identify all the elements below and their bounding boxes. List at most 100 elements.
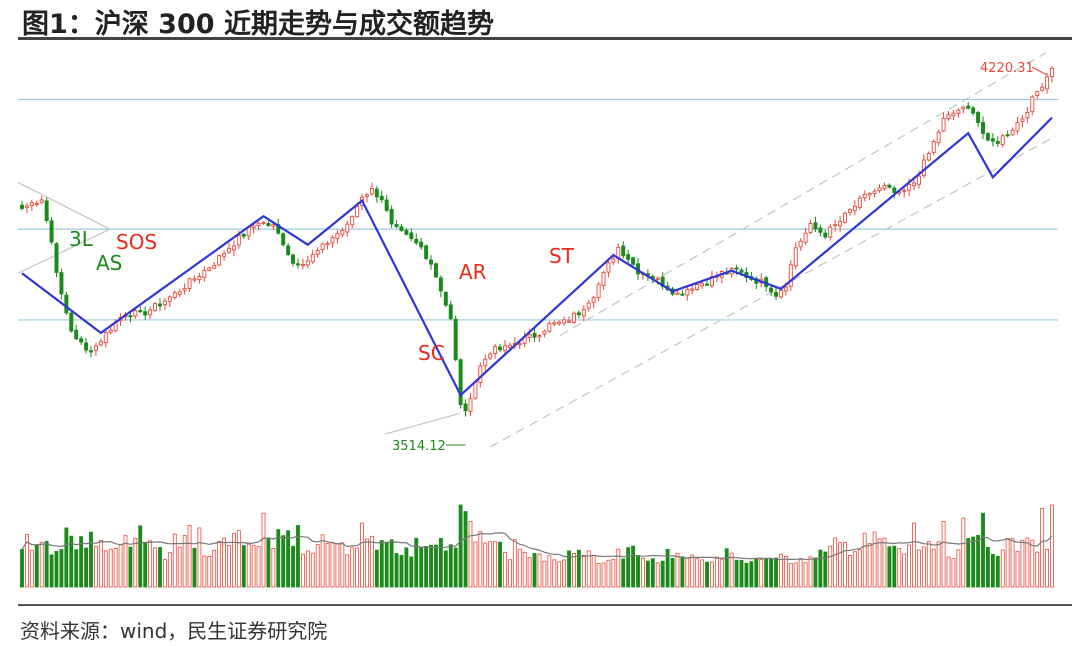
volume-bar xyxy=(246,542,251,588)
volume-bar xyxy=(389,539,394,588)
volume-bar xyxy=(325,543,330,588)
volume-bar xyxy=(759,559,764,588)
candle-body xyxy=(98,341,103,346)
candle-body xyxy=(241,233,246,237)
candle-body xyxy=(409,232,414,240)
volume-bar xyxy=(971,536,976,588)
volume-bar xyxy=(714,556,719,588)
triangle-guide-upper xyxy=(18,181,111,230)
volume-bar xyxy=(335,543,340,588)
volume-bar xyxy=(345,554,350,588)
candle-body xyxy=(345,223,350,233)
candle-body xyxy=(606,262,611,273)
volume-bar xyxy=(39,541,44,588)
volume-bar xyxy=(981,512,985,588)
volume-bar xyxy=(365,538,369,588)
volume-bar xyxy=(586,550,591,588)
volume-bar xyxy=(384,541,389,588)
volume-bar xyxy=(857,549,862,588)
volume-bar xyxy=(951,558,956,588)
candle-body xyxy=(305,260,310,266)
candle-body xyxy=(833,224,838,227)
candle-body xyxy=(256,222,261,227)
source-note: 资料来源：wind，民生证券研究院 xyxy=(20,619,328,643)
candle-body xyxy=(537,335,542,338)
candle-body xyxy=(424,245,429,260)
candle-body xyxy=(734,267,739,270)
candle-body xyxy=(778,289,783,298)
candle-body xyxy=(1035,91,1040,96)
volume-bar xyxy=(212,549,217,588)
volume-bar xyxy=(399,554,404,588)
volume-bar xyxy=(271,548,276,588)
volume-bar xyxy=(744,562,749,588)
candle-body xyxy=(325,242,330,246)
figure-title: 图1：沪深 300 近期走势与成交额趋势 xyxy=(22,9,494,40)
candle-body xyxy=(49,220,54,243)
candle-body xyxy=(966,105,971,109)
candle-body xyxy=(369,188,374,195)
candle-body xyxy=(843,212,847,223)
volume-bar xyxy=(833,537,838,588)
candlestick-series xyxy=(20,66,1054,417)
volume-bar xyxy=(360,522,364,588)
volume-bar xyxy=(498,541,502,588)
volume-bar xyxy=(764,558,769,588)
candle-body xyxy=(847,209,852,213)
candle-body xyxy=(182,288,187,291)
candle-body xyxy=(739,269,744,273)
volume-bar xyxy=(680,556,685,588)
volume-bar xyxy=(926,541,931,588)
candle-body xyxy=(803,232,808,243)
label-sc: SC xyxy=(418,341,445,365)
volume-bar xyxy=(660,560,665,588)
candle-body xyxy=(552,322,557,325)
volume-bar xyxy=(882,537,887,588)
volume-bar xyxy=(976,535,981,588)
volume-bar xyxy=(251,545,256,588)
candle-body xyxy=(44,200,49,221)
candle-body xyxy=(187,278,192,289)
volume-bar xyxy=(902,553,907,588)
candle-body xyxy=(202,269,207,278)
volume-bar xyxy=(931,548,936,588)
candle-body xyxy=(611,258,616,263)
volume-bar xyxy=(966,538,971,588)
label-ar: AR xyxy=(459,260,487,284)
volume-bar xyxy=(64,527,69,588)
volume-bar xyxy=(547,555,552,588)
volume-bar xyxy=(946,556,951,588)
candle-body xyxy=(926,153,931,161)
volume-bar xyxy=(1005,538,1010,588)
candle-body xyxy=(300,263,305,267)
volume-bar xyxy=(305,550,310,588)
volume-bar xyxy=(769,559,774,588)
candle-body xyxy=(266,223,271,226)
candle-body xyxy=(443,291,448,306)
volume-bar xyxy=(641,557,645,588)
candle-body xyxy=(941,117,946,132)
volume-bar xyxy=(236,530,241,588)
candle-body xyxy=(212,264,217,269)
candle-body xyxy=(591,297,596,304)
source-rule xyxy=(18,604,1072,606)
candle-body xyxy=(172,292,177,298)
candle-body xyxy=(936,131,941,143)
volume-bar xyxy=(1000,549,1005,588)
candle-body xyxy=(532,332,537,338)
volume-bar xyxy=(300,553,305,588)
candle-body xyxy=(1025,112,1030,119)
candle-body xyxy=(355,205,360,218)
volume-bar xyxy=(507,559,512,588)
volume-bar xyxy=(231,532,236,588)
volume-bar xyxy=(517,548,522,588)
volume-bar xyxy=(1030,539,1035,588)
candle-body xyxy=(419,241,424,248)
volume-bar xyxy=(448,544,453,588)
volume-bar xyxy=(636,555,640,588)
volume-bar xyxy=(98,540,103,588)
candle-body xyxy=(197,276,202,281)
volume-moving-average xyxy=(21,532,1053,561)
volume-bar xyxy=(912,522,916,588)
candle-body xyxy=(626,254,631,260)
